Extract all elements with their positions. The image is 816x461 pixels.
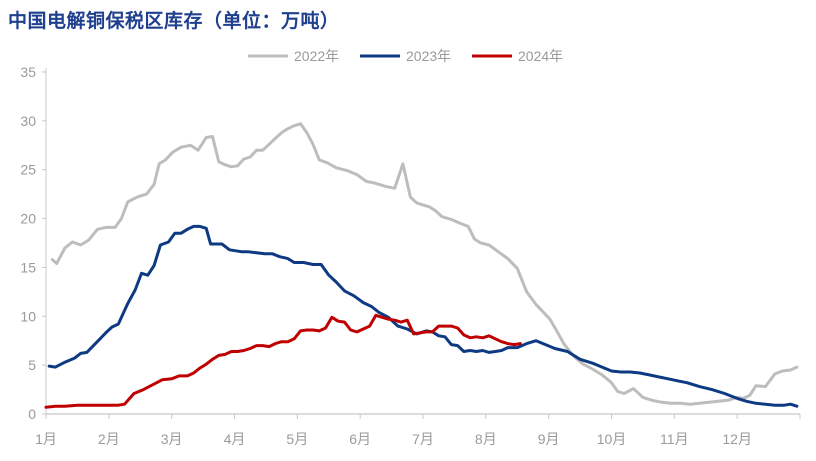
x-tick-label: 6月 (349, 431, 371, 447)
y-tick-label: 25 (20, 162, 36, 178)
y-tick-label: 10 (20, 308, 36, 324)
x-tick-label: 9月 (538, 431, 560, 447)
x-tick-label: 8月 (475, 431, 497, 447)
plot-area (44, 122, 799, 409)
chart-title: 中国电解铜保税区库存（单位：万吨） (8, 10, 340, 32)
series-line-2022年 (50, 122, 799, 406)
x-tick-label: 7月 (412, 431, 434, 447)
legend-label: 2022年 (294, 48, 339, 64)
series-line-2023年 (47, 224, 799, 408)
x-tick-label: 12月 (722, 431, 752, 447)
x-tick-label: 3月 (161, 431, 183, 447)
y-tick-label: 35 (20, 64, 36, 80)
legend: 2022年 2023年 2024年 (248, 48, 563, 64)
x-tick-label: 2月 (98, 431, 120, 447)
y-tick-label: 30 (20, 113, 36, 129)
x-tick-label: 1月 (35, 431, 57, 447)
y-tick-label: 20 (20, 211, 36, 227)
y-tick-label: 15 (20, 259, 36, 275)
x-tick-label: 5月 (286, 431, 308, 447)
x-tick-label: 4月 (224, 431, 246, 447)
y-tick-label: 0 (28, 406, 36, 422)
legend-label: 2023年 (406, 48, 451, 64)
series-line-2024年 (44, 313, 522, 409)
y-tick-label: 5 (28, 357, 36, 373)
x-tick-label: 10月 (597, 431, 627, 447)
x-tick-label: 11月 (660, 431, 689, 447)
legend-label: 2024年 (518, 48, 563, 64)
y-axis: 0 5 10 15 20 25 30 35 (20, 64, 47, 422)
x-axis: 1月 2月 3月 4月 5月 6月 7月 8月 9月 10月 11月 12月 (35, 413, 801, 447)
